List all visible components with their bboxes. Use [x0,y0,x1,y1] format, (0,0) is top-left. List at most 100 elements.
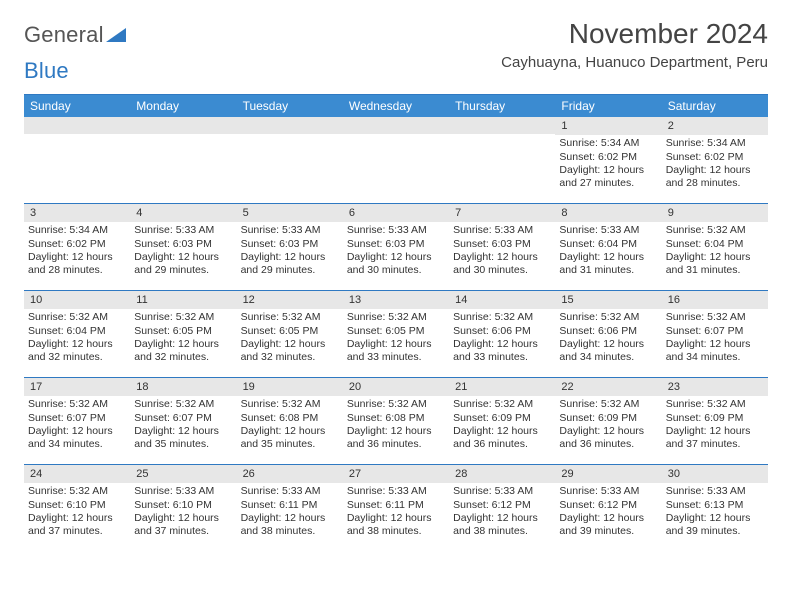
sunset-text: Sunset: 6:05 PM [347,325,445,338]
sunrise-text: Sunrise: 5:32 AM [28,311,126,324]
day-number: 8 [555,204,661,222]
day-number: 9 [662,204,768,222]
day-number: 11 [130,291,236,309]
day-number: 17 [24,378,130,396]
day-number: 21 [449,378,555,396]
day-body: Sunrise: 5:34 AMSunset: 6:02 PMDaylight:… [24,222,130,282]
day-body: Sunrise: 5:32 AMSunset: 6:09 PMDaylight:… [449,396,555,456]
day-body: Sunrise: 5:32 AMSunset: 6:08 PMDaylight:… [343,396,449,456]
day-number: 13 [343,291,449,309]
sunrise-text: Sunrise: 5:32 AM [559,398,657,411]
sunrise-text: Sunrise: 5:32 AM [28,398,126,411]
daylight-text: Daylight: 12 hours and 38 minutes. [453,512,551,539]
sunrise-text: Sunrise: 5:32 AM [28,485,126,498]
day-cell: 9Sunrise: 5:32 AMSunset: 6:04 PMDaylight… [662,204,768,290]
sunrise-text: Sunrise: 5:33 AM [241,485,339,498]
day-body: Sunrise: 5:33 AMSunset: 6:12 PMDaylight:… [555,483,661,543]
logo-triangle-icon [106,22,126,48]
sunset-text: Sunset: 6:03 PM [347,238,445,251]
day-cell [130,117,236,203]
day-cell: 8Sunrise: 5:33 AMSunset: 6:04 PMDaylight… [555,204,661,290]
daylight-text: Daylight: 12 hours and 30 minutes. [453,251,551,278]
day-cell: 11Sunrise: 5:32 AMSunset: 6:05 PMDayligh… [130,291,236,377]
day-number [343,117,449,134]
sunset-text: Sunset: 6:10 PM [28,499,126,512]
daylight-text: Daylight: 12 hours and 27 minutes. [559,164,657,191]
day-body: Sunrise: 5:33 AMSunset: 6:13 PMDaylight:… [662,483,768,543]
sunset-text: Sunset: 6:08 PM [347,412,445,425]
day-body: Sunrise: 5:32 AMSunset: 6:07 PMDaylight:… [662,309,768,369]
page-title: November 2024 [501,18,768,50]
daylight-text: Daylight: 12 hours and 32 minutes. [241,338,339,365]
day-cell: 28Sunrise: 5:33 AMSunset: 6:12 PMDayligh… [449,465,555,551]
day-number: 6 [343,204,449,222]
sunrise-text: Sunrise: 5:32 AM [453,398,551,411]
week-row: 17Sunrise: 5:32 AMSunset: 6:07 PMDayligh… [24,377,768,464]
daylight-text: Daylight: 12 hours and 31 minutes. [666,251,764,278]
day-number: 23 [662,378,768,396]
sunset-text: Sunset: 6:03 PM [453,238,551,251]
day-cell: 30Sunrise: 5:33 AMSunset: 6:13 PMDayligh… [662,465,768,551]
day-body: Sunrise: 5:33 AMSunset: 6:03 PMDaylight:… [343,222,449,282]
sunrise-text: Sunrise: 5:32 AM [241,398,339,411]
logo-word-2: Blue [24,58,69,83]
day-cell: 2Sunrise: 5:34 AMSunset: 6:02 PMDaylight… [662,117,768,203]
day-cell: 20Sunrise: 5:32 AMSunset: 6:08 PMDayligh… [343,378,449,464]
header: General Blue November 2024 Cayhuayna, Hu… [24,18,768,84]
day-cell: 24Sunrise: 5:32 AMSunset: 6:10 PMDayligh… [24,465,130,551]
day-body: Sunrise: 5:32 AMSunset: 6:09 PMDaylight:… [662,396,768,456]
day-body: Sunrise: 5:32 AMSunset: 6:07 PMDaylight:… [130,396,236,456]
daylight-text: Daylight: 12 hours and 33 minutes. [347,338,445,365]
weekday-header: Wednesday [343,95,449,117]
daylight-text: Daylight: 12 hours and 37 minutes. [134,512,232,539]
daylight-text: Daylight: 12 hours and 36 minutes. [453,425,551,452]
daylight-text: Daylight: 12 hours and 29 minutes. [134,251,232,278]
day-cell: 10Sunrise: 5:32 AMSunset: 6:04 PMDayligh… [24,291,130,377]
sunset-text: Sunset: 6:09 PM [453,412,551,425]
day-number: 16 [662,291,768,309]
day-cell: 7Sunrise: 5:33 AMSunset: 6:03 PMDaylight… [449,204,555,290]
day-cell: 12Sunrise: 5:32 AMSunset: 6:05 PMDayligh… [237,291,343,377]
calendar: Sunday Monday Tuesday Wednesday Thursday… [24,94,768,551]
day-cell: 22Sunrise: 5:32 AMSunset: 6:09 PMDayligh… [555,378,661,464]
day-body: Sunrise: 5:32 AMSunset: 6:04 PMDaylight:… [24,309,130,369]
day-number: 2 [662,117,768,135]
day-cell: 18Sunrise: 5:32 AMSunset: 6:07 PMDayligh… [130,378,236,464]
sunrise-text: Sunrise: 5:33 AM [241,224,339,237]
daylight-text: Daylight: 12 hours and 36 minutes. [559,425,657,452]
sunrise-text: Sunrise: 5:33 AM [453,485,551,498]
day-cell: 17Sunrise: 5:32 AMSunset: 6:07 PMDayligh… [24,378,130,464]
day-cell: 3Sunrise: 5:34 AMSunset: 6:02 PMDaylight… [24,204,130,290]
sunset-text: Sunset: 6:04 PM [559,238,657,251]
day-body: Sunrise: 5:32 AMSunset: 6:06 PMDaylight:… [449,309,555,369]
day-number: 20 [343,378,449,396]
sunrise-text: Sunrise: 5:33 AM [347,485,445,498]
sunrise-text: Sunrise: 5:32 AM [241,311,339,324]
sunset-text: Sunset: 6:07 PM [134,412,232,425]
daylight-text: Daylight: 12 hours and 34 minutes. [666,338,764,365]
day-cell: 21Sunrise: 5:32 AMSunset: 6:09 PMDayligh… [449,378,555,464]
week-row: 24Sunrise: 5:32 AMSunset: 6:10 PMDayligh… [24,464,768,551]
day-body: Sunrise: 5:33 AMSunset: 6:10 PMDaylight:… [130,483,236,543]
day-body: Sunrise: 5:33 AMSunset: 6:11 PMDaylight:… [237,483,343,543]
daylight-text: Daylight: 12 hours and 37 minutes. [28,512,126,539]
day-number [449,117,555,134]
sunset-text: Sunset: 6:07 PM [28,412,126,425]
weekday-header: Monday [130,95,236,117]
day-body: Sunrise: 5:32 AMSunset: 6:08 PMDaylight:… [237,396,343,456]
logo: General Blue [24,18,126,84]
day-body: Sunrise: 5:33 AMSunset: 6:03 PMDaylight:… [449,222,555,282]
sunset-text: Sunset: 6:10 PM [134,499,232,512]
sunrise-text: Sunrise: 5:33 AM [134,485,232,498]
day-number: 26 [237,465,343,483]
day-number: 4 [130,204,236,222]
sunrise-text: Sunrise: 5:32 AM [559,311,657,324]
daylight-text: Daylight: 12 hours and 35 minutes. [134,425,232,452]
day-body: Sunrise: 5:33 AMSunset: 6:11 PMDaylight:… [343,483,449,543]
daylight-text: Daylight: 12 hours and 35 minutes. [241,425,339,452]
sunrise-text: Sunrise: 5:32 AM [453,311,551,324]
daylight-text: Daylight: 12 hours and 39 minutes. [559,512,657,539]
day-number: 14 [449,291,555,309]
sunset-text: Sunset: 6:03 PM [134,238,232,251]
daylight-text: Daylight: 12 hours and 33 minutes. [453,338,551,365]
